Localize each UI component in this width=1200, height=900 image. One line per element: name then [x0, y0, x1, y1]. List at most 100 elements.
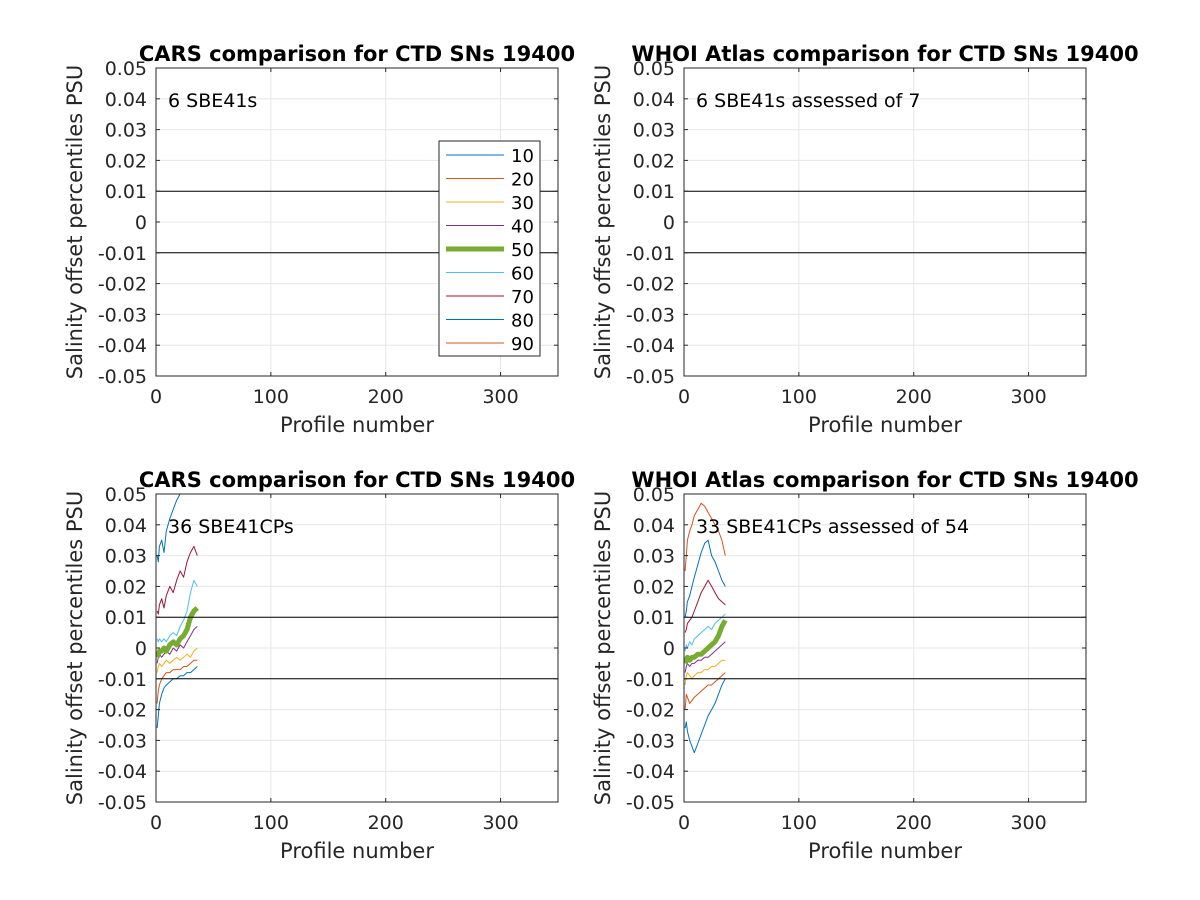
x-tick-label: 0 [678, 812, 690, 834]
y-tick-label: 0.04 [105, 515, 147, 537]
series-group [684, 502, 728, 754]
series-line-80 [156, 494, 181, 563]
y-tick-label: -0.03 [626, 304, 675, 326]
chart-title: WHOI Atlas comparison for CTD SNs 19400 [631, 42, 1138, 66]
y-tick-label: 0.02 [105, 576, 147, 598]
y-tick-label: -0.04 [626, 761, 675, 783]
series-line-10 [684, 678, 726, 754]
y-tick-label: -0.05 [98, 366, 147, 388]
y-tick-label: -0.01 [626, 669, 675, 691]
y-tick-label: -0.05 [98, 792, 147, 814]
x-tick-label: 0 [150, 386, 162, 408]
x-tick-label: 200 [368, 812, 404, 834]
y-tick-label: -0.04 [98, 761, 147, 783]
y-tick-label: -0.02 [626, 274, 675, 296]
y-axis-label: Salinity offset percentiles PSU [591, 65, 615, 379]
series-line-60 [684, 613, 726, 652]
series-line-70 [156, 545, 198, 615]
series-line-40 [684, 641, 726, 673]
chart-panel-3: 0 100 200 300 -0.05 -0.04 -0.03 -0.02 -0.01 0 0.01… [63, 468, 575, 863]
legend-label: 60 [511, 264, 534, 285]
legend-label: 10 [511, 146, 534, 167]
y-tick-label: 0.04 [633, 89, 675, 111]
y-axis-label: Salinity offset percentiles PSU [63, 65, 87, 379]
series-line-70 [684, 579, 726, 633]
legend-label: 20 [511, 170, 534, 191]
y-tick-label: -0.04 [626, 335, 675, 357]
x-axis-label: Profile number [808, 413, 962, 437]
y-tick-label: -0.02 [98, 274, 147, 296]
y-tick-label: 0 [135, 212, 147, 234]
annotation-text: 6 SBE41s assessed of 7 [696, 90, 921, 112]
y-tick-label: 0 [663, 212, 675, 234]
legend-label: 70 [511, 287, 534, 308]
x-tick-label: 300 [1010, 812, 1046, 834]
y-tick-label: -0.02 [626, 700, 675, 722]
annotation-text: 33 SBE41CPs assessed of 54 [696, 516, 969, 538]
legend-label: 90 [511, 334, 534, 355]
x-tick-label: 100 [781, 812, 817, 834]
chart-panel-4: 0 100 200 300 -0.05 -0.04 -0.03 -0.02 -0.01 0 0.01… [591, 468, 1139, 863]
x-tick-label: 300 [1010, 386, 1046, 408]
x-axis-label: Profile number [280, 839, 434, 863]
series-line-20 [156, 659, 198, 704]
y-tick-label: -0.01 [98, 243, 147, 265]
y-tick-label: 0.05 [633, 484, 675, 506]
y-tick-label: 0.03 [633, 546, 675, 568]
x-tick-label: 100 [781, 386, 817, 408]
chart-title: WHOI Atlas comparison for CTD SNs 19400 [631, 468, 1138, 492]
x-tick-label: 200 [368, 386, 404, 408]
y-tick-label: 0.02 [633, 150, 675, 172]
x-tick-label: 200 [896, 386, 932, 408]
y-tick-label: 0.03 [105, 120, 147, 142]
y-tick-label: -0.03 [626, 730, 675, 752]
series-line-30 [684, 659, 726, 686]
y-tick-label: 0.03 [633, 120, 675, 142]
y-tick-label: 0.05 [633, 58, 675, 80]
series-line-90 [684, 502, 726, 572]
chart-title: CARS comparison for CTD SNs 19400 [139, 468, 575, 492]
x-axis-label: Profile number [280, 413, 434, 437]
legend-label: 30 [511, 193, 534, 214]
x-tick-label: 300 [482, 386, 518, 408]
series-line-80 [684, 539, 726, 618]
y-tick-label: 0.03 [105, 546, 147, 568]
x-axis-label: Profile number [808, 839, 962, 863]
y-tick-label: -0.01 [626, 243, 675, 265]
chart-panel-2: 0 100 200 300 -0.05 -0.04 -0.03 -0.02 -0.01 0 0.01… [591, 42, 1139, 437]
y-tick-label: -0.05 [626, 366, 675, 388]
chart-title: CARS comparison for CTD SNs 19400 [139, 42, 575, 66]
y-tick-label: 0 [135, 638, 147, 660]
y-tick-label: 0.01 [633, 607, 675, 629]
x-tick-label: 100 [253, 386, 289, 408]
series-line-50 [156, 606, 199, 659]
y-tick-label: 0.05 [105, 484, 147, 506]
x-tick-label: 100 [253, 812, 289, 834]
series-line-60 [156, 579, 198, 643]
y-tick-label: 0.04 [105, 89, 147, 111]
x-tick-label: 0 [150, 812, 162, 834]
series-line-50 [684, 619, 728, 665]
annotation-text: 36 SBE41CPs [168, 516, 294, 538]
legend-label: 50 [511, 240, 534, 261]
y-tick-label: -0.05 [626, 792, 675, 814]
y-tick-label: 0.01 [105, 607, 147, 629]
y-tick-label: 0 [663, 638, 675, 660]
y-tick-label: -0.03 [98, 730, 147, 752]
annotation-text: 6 SBE41s [168, 90, 257, 112]
y-tick-label: 0.02 [633, 576, 675, 598]
y-tick-label: 0.01 [633, 181, 675, 203]
x-tick-label: 0 [678, 386, 690, 408]
y-tick-label: -0.01 [98, 669, 147, 691]
y-tick-label: -0.04 [98, 335, 147, 357]
x-tick-label: 200 [896, 812, 932, 834]
y-axis-label: Salinity offset percentiles PSU [63, 491, 87, 805]
legend-label: 80 [511, 311, 534, 332]
series-line-30 [156, 647, 198, 673]
x-tick-label: 300 [482, 812, 518, 834]
y-tick-label: -0.03 [98, 304, 147, 326]
series-line-20 [684, 672, 726, 710]
y-tick-label: -0.02 [98, 700, 147, 722]
